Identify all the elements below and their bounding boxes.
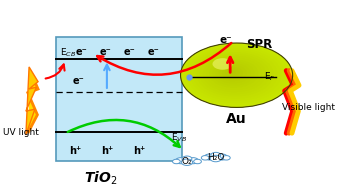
Text: Au: Au	[226, 112, 247, 126]
Circle shape	[217, 154, 227, 160]
Circle shape	[228, 70, 235, 74]
Text: Visible light: Visible light	[282, 103, 335, 112]
Circle shape	[181, 159, 193, 165]
Text: e⁻: e⁻	[75, 47, 87, 57]
Circle shape	[213, 58, 233, 70]
Text: TiO$_2$: TiO$_2$	[84, 170, 117, 187]
Circle shape	[184, 45, 289, 105]
Text: h⁺: h⁺	[133, 146, 145, 156]
Circle shape	[222, 156, 230, 160]
Circle shape	[181, 43, 293, 107]
Circle shape	[200, 54, 270, 94]
Text: e⁻: e⁻	[99, 47, 111, 57]
Circle shape	[213, 61, 255, 85]
Circle shape	[222, 67, 243, 79]
Circle shape	[182, 156, 192, 162]
Circle shape	[190, 49, 281, 101]
Polygon shape	[28, 71, 38, 133]
Text: e⁻: e⁻	[147, 47, 159, 57]
Circle shape	[197, 52, 274, 96]
Circle shape	[188, 158, 198, 164]
Circle shape	[181, 43, 293, 107]
Circle shape	[194, 159, 201, 164]
Circle shape	[210, 155, 221, 162]
Circle shape	[204, 154, 215, 160]
Circle shape	[216, 63, 251, 83]
Text: E$_{CB}$: E$_{CB}$	[60, 47, 76, 59]
Text: h⁺: h⁺	[101, 146, 113, 156]
Text: e⁻: e⁻	[219, 35, 232, 45]
Text: O₂: O₂	[182, 157, 192, 166]
Circle shape	[211, 152, 221, 158]
Circle shape	[219, 65, 247, 81]
Circle shape	[187, 47, 285, 103]
Text: E$_F$: E$_F$	[264, 70, 275, 83]
Text: e⁻: e⁻	[72, 76, 84, 86]
Circle shape	[176, 158, 186, 164]
Bar	[56, 37, 182, 161]
Text: h⁺: h⁺	[69, 146, 81, 156]
Text: E$_{VB}$: E$_{VB}$	[171, 132, 187, 144]
Circle shape	[209, 60, 258, 88]
Circle shape	[173, 159, 180, 164]
Text: SPR: SPR	[246, 38, 272, 51]
Circle shape	[201, 156, 209, 160]
Polygon shape	[26, 67, 38, 135]
Text: UV light: UV light	[3, 128, 39, 137]
Text: e⁻: e⁻	[123, 47, 135, 57]
Text: H₂O: H₂O	[207, 153, 224, 162]
Circle shape	[193, 50, 277, 99]
Circle shape	[206, 58, 262, 90]
Circle shape	[203, 56, 266, 92]
Circle shape	[225, 69, 239, 77]
